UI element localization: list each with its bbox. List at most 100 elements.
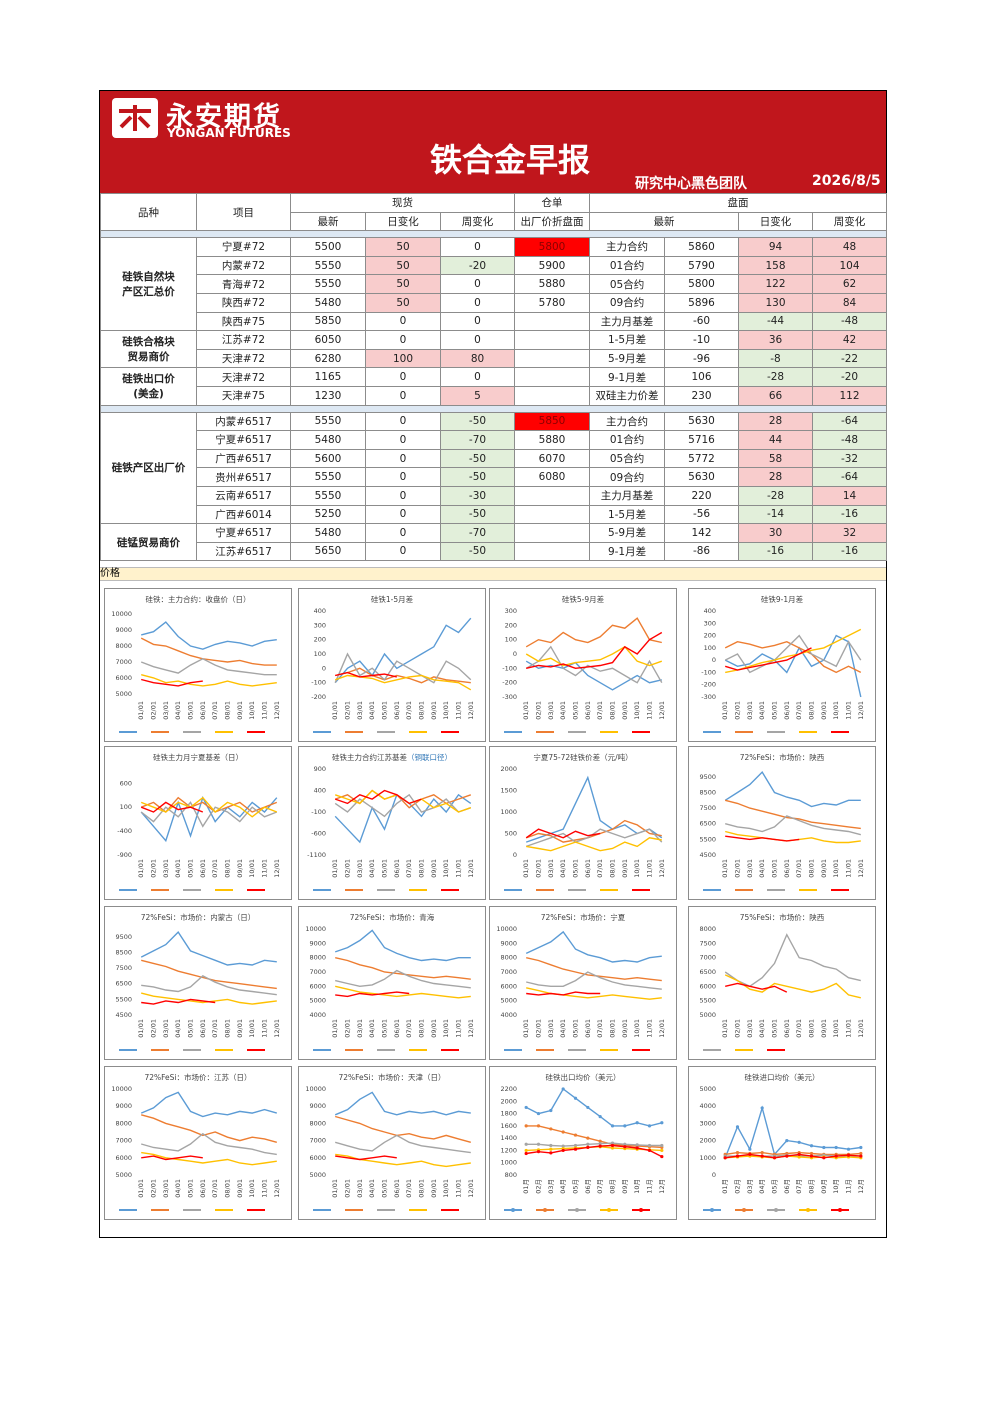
marker (785, 1139, 789, 1143)
cell-item: 宁夏#6517 (196, 430, 291, 450)
cell-fweek: -64 (812, 411, 888, 432)
y-tick-label: 7000 (115, 658, 132, 666)
x-tick-label: 09/01 (430, 1179, 438, 1198)
row: 硅铁产区出厂价 内蒙#6517 5550 0 -50 5850 主力合约 5630 28 -64 (100, 411, 888, 525)
marker (660, 1154, 664, 1159)
group-name: 硅铁产区出厂价 (100, 411, 197, 525)
cell-fday: 66 (738, 385, 814, 406)
x-tick-label: 06月 (783, 1179, 791, 1194)
cell-week: -50 (439, 541, 516, 562)
y-tick-label: 2000 (699, 1137, 716, 1145)
y-tick-label: -1100 (307, 851, 326, 859)
x-tick-label: 08/01 (808, 859, 816, 878)
marker (561, 1087, 565, 1091)
x-tick-label: 08月 (808, 1179, 816, 1194)
y-tick-label: 100 (505, 636, 517, 644)
cell-latest: 5480 (290, 523, 366, 543)
marker (760, 1151, 764, 1155)
marker (573, 1133, 578, 1137)
marker (598, 1115, 602, 1119)
marker (573, 1143, 578, 1148)
y-tick-label: -100 (311, 679, 326, 687)
x-tick-label: 05/01 (381, 1179, 389, 1198)
series-line (725, 799, 861, 830)
chart-title: 72%FeSi：市场价：内蒙古（日） (141, 912, 256, 922)
cell-fday: -44 (738, 311, 814, 332)
chart-svg: 硅铁出口均价（美元） 800 1000 1200 1400 1600 1800 2000 220… (500, 1072, 666, 1212)
cell-week: -50 (439, 411, 516, 432)
chart-svg: 硅铁：主力合约：收盘价（日） 5000 6000 7000 8000 9000 10000 0… (111, 594, 281, 733)
cell-futures: 5772 (664, 448, 740, 469)
series-line (335, 667, 471, 684)
x-tick-label: 06/01 (783, 701, 791, 720)
x-tick-label: 03/01 (162, 701, 170, 720)
marker (573, 1096, 578, 1100)
x-tick-label: 05/01 (572, 1019, 580, 1038)
x-tick-label: 10/01 (442, 859, 450, 878)
series-line (725, 1155, 861, 1159)
series-line (140, 796, 278, 818)
cell-futures: 220 (664, 485, 740, 506)
x-tick-label: 06/01 (393, 859, 401, 878)
x-tick-label: 09/01 (430, 701, 438, 720)
series-line (335, 985, 471, 999)
x-tick-label: 04/01 (368, 1179, 376, 1198)
series-line (525, 819, 662, 843)
x-tick-label: 03/01 (356, 859, 364, 878)
x-tick-label: 02/01 (344, 701, 352, 720)
x-tick-label: 10/01 (832, 1019, 840, 1038)
marker (660, 1143, 664, 1148)
y-tick-label: -200 (311, 693, 326, 701)
cell-futures: -56 (664, 504, 740, 525)
chart: 72%FeSi：市场价：江苏（日） 5000 6000 7000 8000 9000 100… (104, 1066, 292, 1220)
x-tick-label: 03/01 (356, 1019, 364, 1038)
row: 硅铁自然块 产区汇总价 宁夏#72 5500 50 0 5800 主力合约 5860 94 48 (100, 237, 888, 332)
cell-item: 宁夏#6517 (196, 523, 291, 543)
cell-week: 80 (439, 348, 516, 369)
header: 永安期货 YONGAN FUTURES 铁合金早报 研究中心黑色团队 2026/… (100, 91, 886, 193)
x-tick-label: 09/01 (236, 701, 244, 720)
x-tick-label: 10/01 (633, 1019, 641, 1038)
x-tick-label: 12/01 (857, 1019, 865, 1038)
series-line (526, 1125, 662, 1149)
y-tick-label: 7000 (309, 968, 326, 976)
x-tick-label: 05月 (572, 1179, 580, 1194)
y-tick-label: -900 (117, 851, 132, 859)
chart-title: 72%FeSi：市场价：青海 (350, 912, 435, 922)
cell-fday: -28 (738, 485, 814, 506)
cell-contract: 主力月基差 (589, 485, 666, 506)
y-tick-label: 8000 (115, 642, 132, 650)
y-tick-label: 10000 (111, 1085, 132, 1093)
x-tick-label: 02/01 (535, 859, 543, 878)
cell-week: 5 (439, 385, 516, 406)
y-tick-label: 6500 (699, 820, 716, 828)
title-text: 72%FeSi：市场价：陕西 (740, 752, 825, 762)
cell-fday: -8 (738, 348, 814, 369)
x-tick-label: 12/01 (857, 859, 865, 878)
marker (561, 1144, 565, 1148)
y-tick-label: 2000 (500, 1097, 517, 1105)
x-tick-label: 01月 (721, 1179, 729, 1194)
chart-svg: 硅铁进口均价（美元） 0 1000 2000 3000 4000 5000 01月 02月 03月… (699, 1072, 865, 1212)
x-tick-label: 03/01 (547, 859, 555, 878)
y-tick-label: 8000 (500, 954, 517, 962)
y-tick-label: -100 (502, 664, 517, 672)
y-tick-label: 3000 (699, 1119, 716, 1127)
marker (549, 1151, 553, 1155)
header-cell: 现货 (289, 193, 516, 213)
y-tick-label: 300 (704, 619, 716, 627)
series-line (334, 617, 472, 684)
x-tick-label: 09/01 (621, 701, 629, 720)
x-tick-label: 11/01 (646, 701, 654, 720)
x-tick-label: 10/01 (248, 859, 256, 878)
title-text: 硅铁1-5月差 (371, 594, 414, 604)
cell-latest: 5480 (290, 430, 366, 450)
cell-futures: -60 (664, 311, 740, 332)
series-line (335, 957, 471, 980)
marker (660, 1121, 664, 1125)
x-tick-label: 03/01 (162, 1019, 170, 1038)
x-tick-label: 12/01 (857, 701, 865, 720)
marker (610, 1141, 615, 1145)
chart: 硅铁：主力合约：收盘价（日） 5000 6000 7000 8000 9000 10000 0… (104, 588, 292, 742)
series-line (724, 634, 862, 698)
